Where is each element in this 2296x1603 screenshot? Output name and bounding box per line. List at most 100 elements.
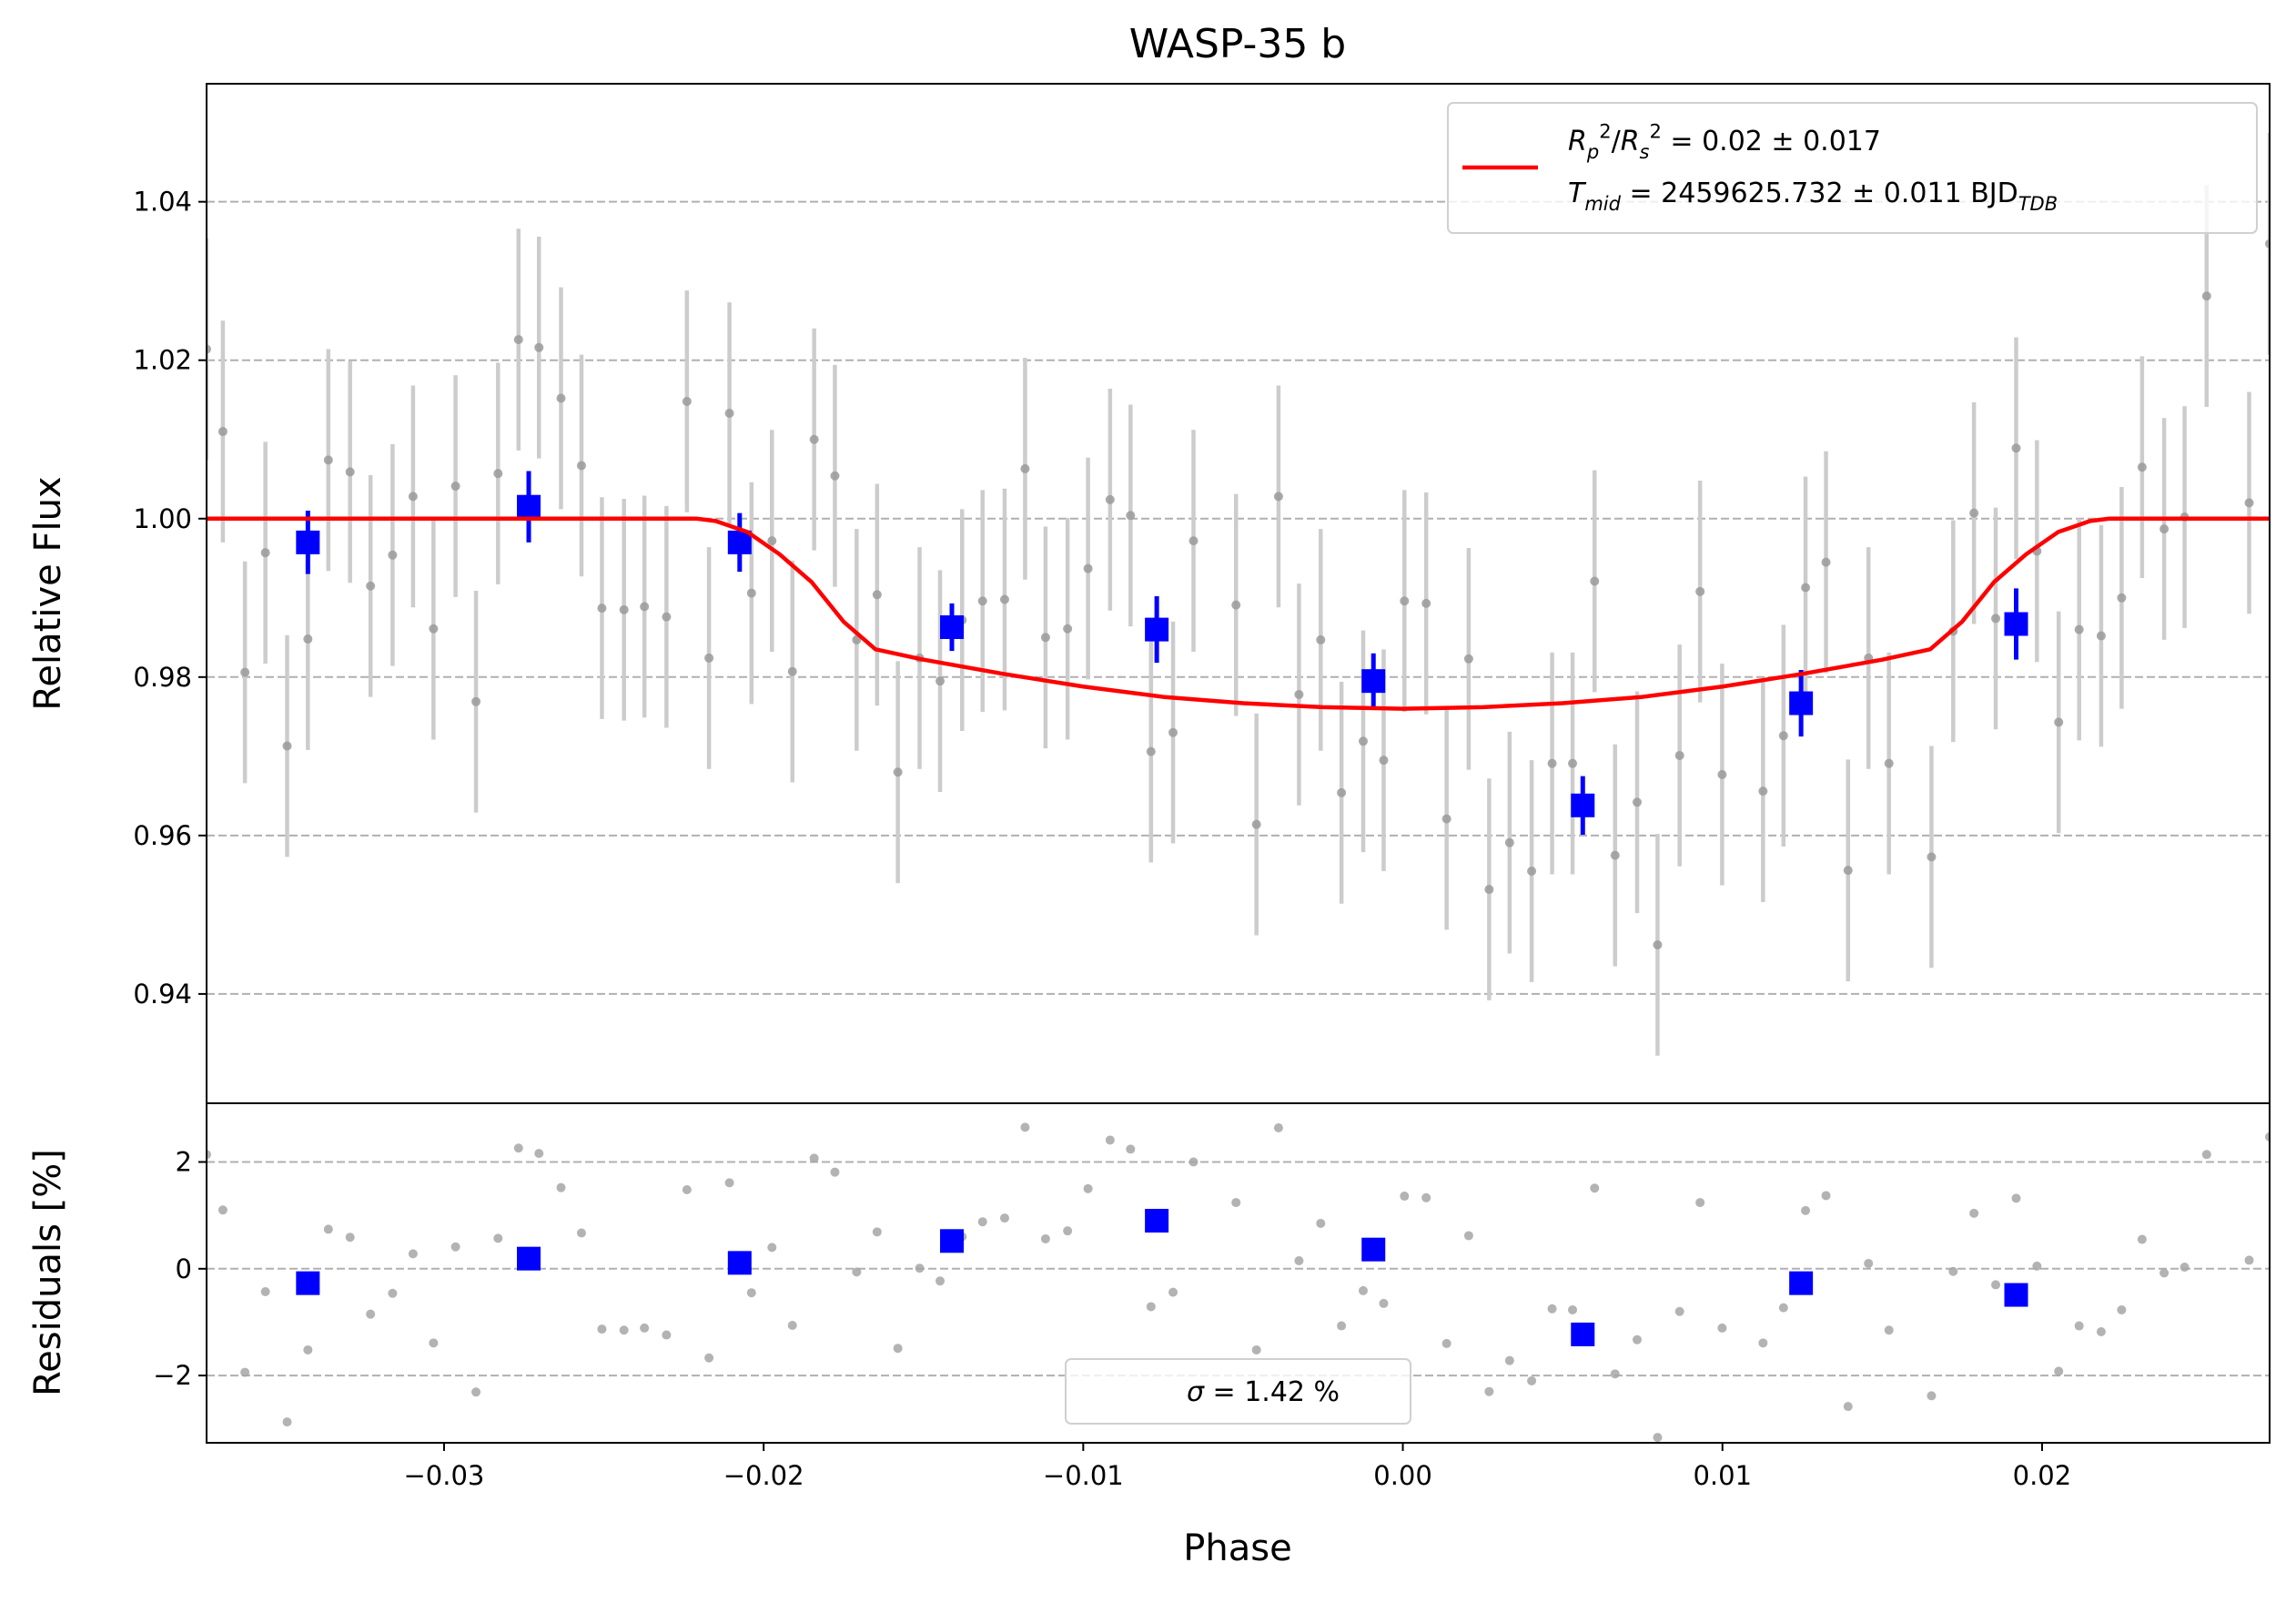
data-point [619, 1325, 629, 1335]
y-tick-label: 1.00 [133, 503, 192, 534]
y-tick-label: 0 [176, 1253, 192, 1284]
data-point [323, 1224, 333, 1234]
data-point [282, 741, 292, 751]
data-point [513, 335, 523, 345]
data-point [1991, 1280, 2001, 1290]
data-point [1294, 689, 1304, 699]
data-point [2117, 1304, 2127, 1314]
data-point [1504, 1355, 1514, 1365]
data-point [1168, 727, 1178, 737]
data-point [388, 550, 398, 560]
data-point [746, 588, 756, 598]
data-point [303, 634, 313, 644]
data-point [2137, 462, 2147, 472]
binned-point [1789, 691, 1814, 715]
data-point [408, 1249, 418, 1259]
data-point [1674, 1306, 1684, 1316]
binned-point [2004, 612, 2028, 636]
data-point [2074, 1321, 2084, 1331]
data-point [809, 1153, 819, 1163]
binned-point [2004, 1283, 2028, 1307]
data-point [1801, 1205, 1811, 1215]
data-point [1421, 598, 1431, 608]
data-point [2096, 631, 2106, 641]
data-point [1379, 1298, 1389, 1308]
data-point [282, 1417, 292, 1427]
data-point [1590, 576, 1600, 586]
data-point [1801, 583, 1811, 593]
legend-text-part: / [1612, 126, 1622, 157]
data-point [597, 1324, 607, 1334]
binned-point [517, 494, 541, 519]
data-point [1484, 1386, 1494, 1396]
data-point [1083, 563, 1093, 573]
data-point [1146, 1302, 1156, 1312]
data-point [2201, 1150, 2211, 1160]
data-point [915, 1263, 925, 1273]
data-point [1568, 758, 1578, 768]
data-point [1251, 1344, 1261, 1354]
data-point [1126, 511, 1136, 521]
data-point [1527, 867, 1537, 877]
data-point [471, 696, 481, 706]
data-point [724, 409, 734, 419]
data-point [1316, 1218, 1326, 1228]
data-point [2159, 1268, 2170, 1278]
data-point [1231, 600, 1241, 610]
legend-text-part: R [1621, 126, 1640, 157]
data-point [1969, 1208, 1979, 1218]
data-point [366, 1309, 376, 1319]
data-point [1337, 787, 1347, 797]
data-point [704, 653, 714, 663]
data-point [977, 596, 987, 606]
legend-text-part: mid [1584, 193, 1621, 215]
x-tick-label: −0.03 [404, 1460, 485, 1491]
data-point [597, 604, 607, 614]
data-point [1884, 1325, 1894, 1335]
data-point [682, 396, 692, 406]
data-point [640, 602, 650, 612]
data-point [1632, 1334, 1642, 1344]
binned-point [1145, 1209, 1169, 1233]
binned-point [1361, 1237, 1386, 1262]
data-point [1927, 852, 1937, 862]
data-point [662, 1330, 672, 1340]
legend-text-part: = 2459625.732 ± 0.011 BJD [1621, 178, 2018, 209]
data-point [1358, 1285, 1368, 1295]
y-tick-label: 1.04 [133, 187, 192, 218]
data-point [450, 1242, 460, 1252]
data-point [1547, 758, 1557, 768]
data-point [767, 536, 777, 546]
data-point [471, 1387, 481, 1397]
y-tick-label: 1.02 [133, 345, 192, 376]
binned-point [1789, 1271, 1814, 1295]
x-tick-label: 0.02 [2013, 1460, 2072, 1491]
data-point [366, 581, 376, 591]
data-point [2032, 1261, 2042, 1271]
x-tick-label: −0.02 [723, 1460, 804, 1491]
data-point [1758, 1338, 1768, 1348]
data-point [787, 666, 797, 676]
data-point [977, 1217, 987, 1227]
data-point [1864, 1258, 1874, 1268]
data-point [207, 344, 211, 354]
legend-text-part: = 0.02 ± 0.017 [1662, 126, 1881, 157]
data-point [2244, 498, 2254, 508]
data-point [1316, 634, 1326, 644]
data-point [303, 1344, 313, 1354]
data-point [1991, 614, 2001, 624]
data-point [1441, 814, 1451, 824]
data-point [1146, 746, 1156, 756]
data-point [1948, 1266, 1958, 1276]
data-point [2117, 593, 2127, 603]
binned-point [727, 1251, 752, 1275]
chart-title: WASP-35 b [1129, 21, 1346, 67]
legend-label: σ = 1.42 % [1187, 1376, 1340, 1408]
model-line [207, 516, 2270, 711]
data-point [556, 1182, 566, 1192]
x-tick-label: −0.01 [1043, 1460, 1124, 1491]
y-axis-label: Residuals [%] [27, 1149, 69, 1396]
data-point [1126, 1144, 1136, 1154]
